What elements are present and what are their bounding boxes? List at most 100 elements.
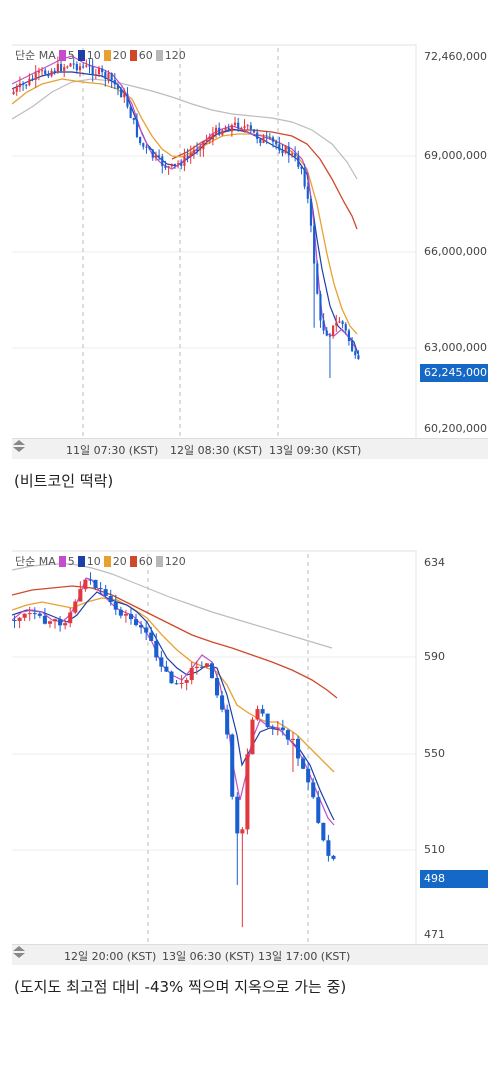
ma5-swatch xyxy=(58,555,66,567)
candle-body xyxy=(294,153,297,157)
ma10-swatch xyxy=(77,49,85,61)
ma60-period: 60 xyxy=(138,48,153,62)
time-label: 11일 07:30 (KST) xyxy=(66,444,159,457)
candle-body xyxy=(17,617,22,622)
candle-body xyxy=(123,94,126,98)
candle-body xyxy=(15,87,18,92)
ma5-period: 5 xyxy=(67,554,75,568)
candle-body xyxy=(250,719,255,755)
candle-body xyxy=(246,125,249,127)
candle-body xyxy=(204,663,209,667)
candle-body xyxy=(148,147,151,150)
candle-body xyxy=(220,695,225,710)
price-label: 69,000,000 xyxy=(424,149,487,162)
candle-body xyxy=(275,727,280,729)
candle-body xyxy=(144,627,149,633)
ma20-swatch xyxy=(103,49,111,61)
candle-body xyxy=(164,666,169,672)
candle-body xyxy=(351,340,354,352)
candle-body xyxy=(134,619,139,626)
candle-body xyxy=(31,78,34,80)
candle-body xyxy=(94,74,97,76)
candle-body xyxy=(300,166,303,169)
candle-body xyxy=(53,619,58,622)
candle-body xyxy=(205,139,208,142)
doge-chart[interactable]: 단순 MA 5 10 20 60 120 634 590 550 510 498… xyxy=(12,550,488,965)
ma20-swatch xyxy=(103,555,111,567)
candle-body xyxy=(158,155,161,157)
candle-body xyxy=(128,614,133,620)
ma10-swatch xyxy=(77,555,85,567)
candle-body xyxy=(56,63,59,72)
ma5-period: 5 xyxy=(67,48,75,62)
candle-body xyxy=(209,663,214,679)
ma10-line xyxy=(12,71,359,355)
candle-body xyxy=(40,70,44,72)
candle-body xyxy=(50,70,53,77)
price-label: 590 xyxy=(424,650,445,663)
time-axis[interactable]: 11일 07:30 (KST) 12일 08:30 (KST) 13일 09:3… xyxy=(12,438,488,459)
candle-body xyxy=(331,855,336,859)
candle-body xyxy=(75,63,78,71)
ma20-period: 20 xyxy=(112,554,127,568)
candle-body xyxy=(126,94,129,107)
candle-body xyxy=(335,322,338,326)
candle-body xyxy=(78,66,82,71)
candle-body xyxy=(21,83,25,85)
current-price-badge: 62,245,000 xyxy=(420,364,488,382)
candle-body xyxy=(199,666,204,668)
time-label: 13일 09:30 (KST) xyxy=(269,444,362,457)
doge-chart-canvas[interactable] xyxy=(12,550,488,964)
candle-body xyxy=(132,117,135,120)
candle-body xyxy=(66,66,69,68)
candle-body xyxy=(192,149,195,154)
candle-body xyxy=(135,119,139,137)
btc-chart[interactable]: 단순 MA 5 10 20 60 120 72,460,000 69,000,0… xyxy=(12,44,488,459)
candle-body xyxy=(88,579,93,581)
candle-body xyxy=(262,137,265,143)
candle-body xyxy=(118,609,123,616)
doge-candles xyxy=(12,572,336,928)
candle-body xyxy=(145,146,148,148)
candle-body xyxy=(311,782,316,798)
candle-body xyxy=(199,149,202,151)
candle-body xyxy=(37,613,42,616)
candle-body xyxy=(224,127,227,131)
candle-body xyxy=(129,106,132,118)
candle-body xyxy=(271,137,275,142)
price-label: 72,460,000 xyxy=(424,50,487,63)
btc-chart-canvas[interactable] xyxy=(12,44,488,458)
ma120-line xyxy=(12,78,358,180)
candle-body xyxy=(85,65,88,67)
ma120-period: 120 xyxy=(164,554,186,568)
candle-body xyxy=(73,601,78,613)
candle-body xyxy=(303,168,306,187)
candle-body xyxy=(268,137,271,139)
candle-body xyxy=(322,320,325,331)
candle-body xyxy=(313,225,316,264)
candle-body xyxy=(347,330,351,341)
ma120-period: 120 xyxy=(164,48,186,62)
time-axis[interactable]: 12일 20:00 (KST) 13일 06:30 (KST) 13일 17:0… xyxy=(12,944,488,965)
candle-body xyxy=(357,355,360,360)
day-separators xyxy=(82,48,279,438)
candle-body xyxy=(332,325,335,336)
candle-body xyxy=(326,840,331,856)
candle-body xyxy=(208,139,211,141)
expand-collapse-icon[interactable] xyxy=(12,439,26,453)
candle-body xyxy=(83,579,88,590)
candle-body xyxy=(63,67,66,71)
day-separators xyxy=(147,554,309,944)
ma5-line xyxy=(12,55,357,350)
candle-body xyxy=(321,822,326,841)
candle-body xyxy=(159,657,164,667)
ma10-period: 10 xyxy=(86,554,101,568)
candle-body xyxy=(107,73,110,79)
candle-body xyxy=(32,613,37,615)
time-label: 12일 08:30 (KST) xyxy=(170,444,263,457)
candle-body xyxy=(297,156,300,167)
candle-body xyxy=(173,163,177,165)
candle-body xyxy=(338,321,341,323)
candle-body xyxy=(306,186,309,199)
expand-collapse-icon[interactable] xyxy=(12,945,26,959)
